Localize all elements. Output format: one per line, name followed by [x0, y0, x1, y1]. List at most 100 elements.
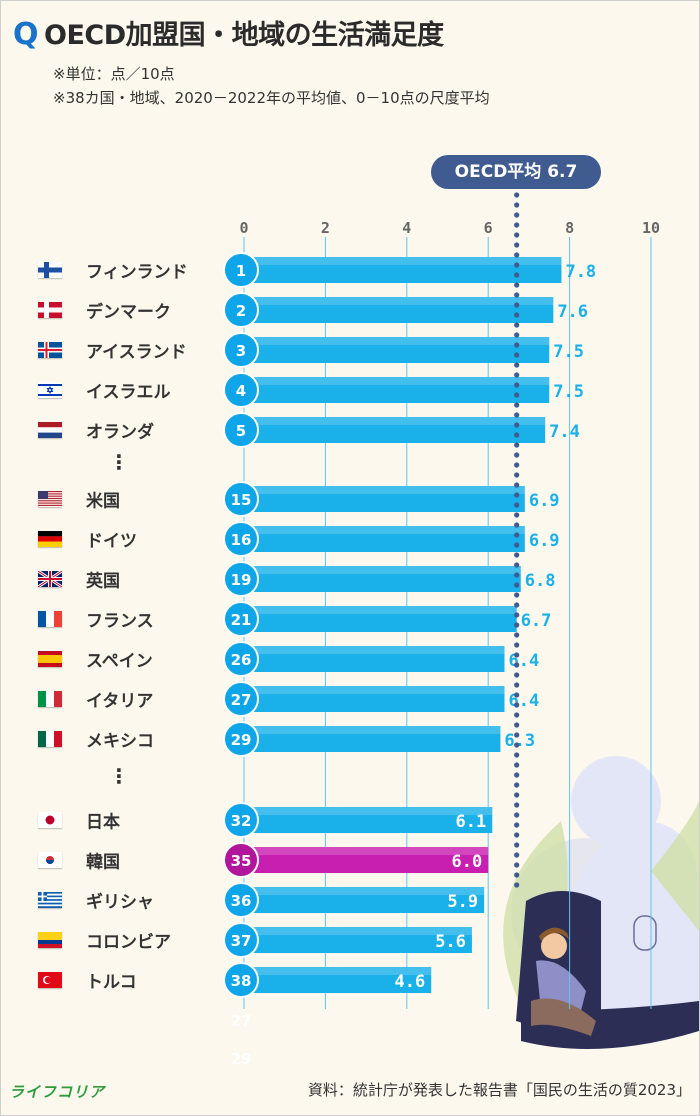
- average-line-dot: [514, 712, 520, 718]
- average-line-dot: [514, 472, 520, 478]
- average-line-dot: [514, 732, 520, 738]
- rank-number: 29: [231, 731, 252, 749]
- average-line-dot: [514, 552, 520, 558]
- bar-row: 27 6.4: [223, 681, 539, 717]
- bar: [244, 967, 432, 993]
- title-text: OECD加盟国・地域の生活満足度: [44, 20, 444, 51]
- scope-note: ※38カ国・地域、2020－2022年の平均値、0－10点の尺度平均: [53, 89, 490, 107]
- korea-flag-icon: [38, 852, 62, 868]
- illustration-head: [571, 756, 661, 846]
- bar-highlight: [244, 807, 493, 815]
- child-legs: [531, 998, 596, 1036]
- country-label: オランダ: [86, 422, 154, 443]
- average-line-dot: [514, 882, 520, 888]
- bar-row: 3 7.5: [223, 332, 584, 368]
- person-illustration: [503, 756, 699, 1049]
- bar-row: 19 6.8: [223, 561, 555, 597]
- value-label: 7.4: [549, 422, 580, 442]
- tick-label: 8: [565, 219, 574, 237]
- average-line-dot: [514, 392, 520, 398]
- denmark-flag-icon: [38, 302, 62, 318]
- ghost-rank-label: 29: [231, 1050, 252, 1068]
- average-line-dot: [514, 252, 520, 258]
- bar-highlight: [244, 486, 525, 494]
- value-label: 7.5: [553, 342, 584, 362]
- country-label: メキシコ: [86, 731, 154, 752]
- average-line-dot: [514, 752, 520, 758]
- bar-row: 5 7.4: [223, 412, 580, 448]
- ghost-rank-label: 27: [231, 1012, 252, 1030]
- average-line-dot: [514, 692, 520, 698]
- rank-badge: [223, 641, 259, 677]
- rank-badge: [223, 721, 259, 757]
- average-line-dot: [514, 652, 520, 658]
- average-line-dot: [514, 722, 520, 728]
- turkey-flag-icon: [38, 972, 62, 988]
- bar: [244, 646, 505, 672]
- value-label: 7.5: [553, 382, 584, 402]
- average-line-dot: [514, 832, 520, 838]
- uk-flag-icon: [37, 569, 63, 589]
- country-label: デンマーク: [86, 302, 171, 323]
- rank-badge: [223, 561, 259, 597]
- bar-highlight: [244, 646, 505, 654]
- finland-flag-icon: [38, 262, 62, 278]
- average-line-dot: [514, 862, 520, 868]
- tick-label: 6: [484, 219, 493, 237]
- average-line-dot: [514, 592, 520, 598]
- rank-number: 1: [236, 262, 246, 280]
- rank-number: 35: [231, 852, 252, 870]
- logo: ライフコリア: [9, 1083, 106, 1101]
- page-title: Q OECD加盟国・地域の生活満足度: [13, 13, 444, 52]
- average-line-dot: [514, 192, 520, 198]
- ellipsis: ⋮: [109, 764, 129, 788]
- value-label: 7.6: [557, 302, 588, 322]
- rank-badge: [223, 332, 259, 368]
- bar-highlight: [244, 297, 554, 305]
- tick-label: 0: [239, 219, 248, 237]
- rank-number: 19: [231, 571, 252, 589]
- average-line-dot: [514, 212, 520, 218]
- rank-badge: [223, 372, 259, 408]
- average-line-dot: [514, 312, 520, 318]
- average-line-dot: [514, 492, 520, 498]
- average-line-dot: [514, 452, 520, 458]
- average-line-dot: [514, 782, 520, 788]
- average-line-dot: [514, 362, 520, 368]
- average-line-dot: [514, 532, 520, 538]
- colombia-flag-icon: [38, 932, 62, 948]
- average-line-dot: [514, 482, 520, 488]
- average-line-dot: [514, 272, 520, 278]
- rank-number: 15: [231, 491, 252, 509]
- italy-flag-icon: [38, 691, 62, 707]
- greece-flag-icon: [38, 892, 62, 908]
- spain-flag-icon: [38, 651, 62, 667]
- rank-badge: [223, 292, 259, 328]
- bar: [244, 297, 554, 323]
- rank-number: 4: [236, 382, 246, 400]
- country-label: イタリア: [86, 691, 154, 712]
- country-label: トルコ: [86, 972, 137, 993]
- value-label: 6.3: [504, 731, 535, 751]
- average-line-dot: [514, 662, 520, 668]
- bar-highlight: [244, 887, 485, 895]
- bar-row: 32 6.1: [223, 802, 493, 838]
- bar-row: 15 6.9: [223, 481, 560, 517]
- bar: [244, 337, 550, 363]
- source-note: 資料：統計庁が発表した報告書「国民の生活の質2023」: [307, 1081, 691, 1099]
- usa-flag-icon: [38, 491, 62, 507]
- bar-row: 36 5.9: [223, 882, 485, 918]
- value-label: 6.0: [451, 852, 482, 872]
- unit-note: ※単位：点／10点: [53, 65, 175, 83]
- rank-number: 3: [236, 342, 246, 360]
- bar: [244, 257, 562, 283]
- bar-highlight: [244, 967, 432, 975]
- bar: [244, 566, 521, 592]
- rank-badge: [223, 962, 259, 998]
- average-line-dot: [514, 352, 520, 358]
- average-line-dot: [514, 582, 520, 588]
- average-line-dot: [514, 812, 520, 818]
- bar-highlight: [244, 726, 501, 734]
- rank-badge: [223, 681, 259, 717]
